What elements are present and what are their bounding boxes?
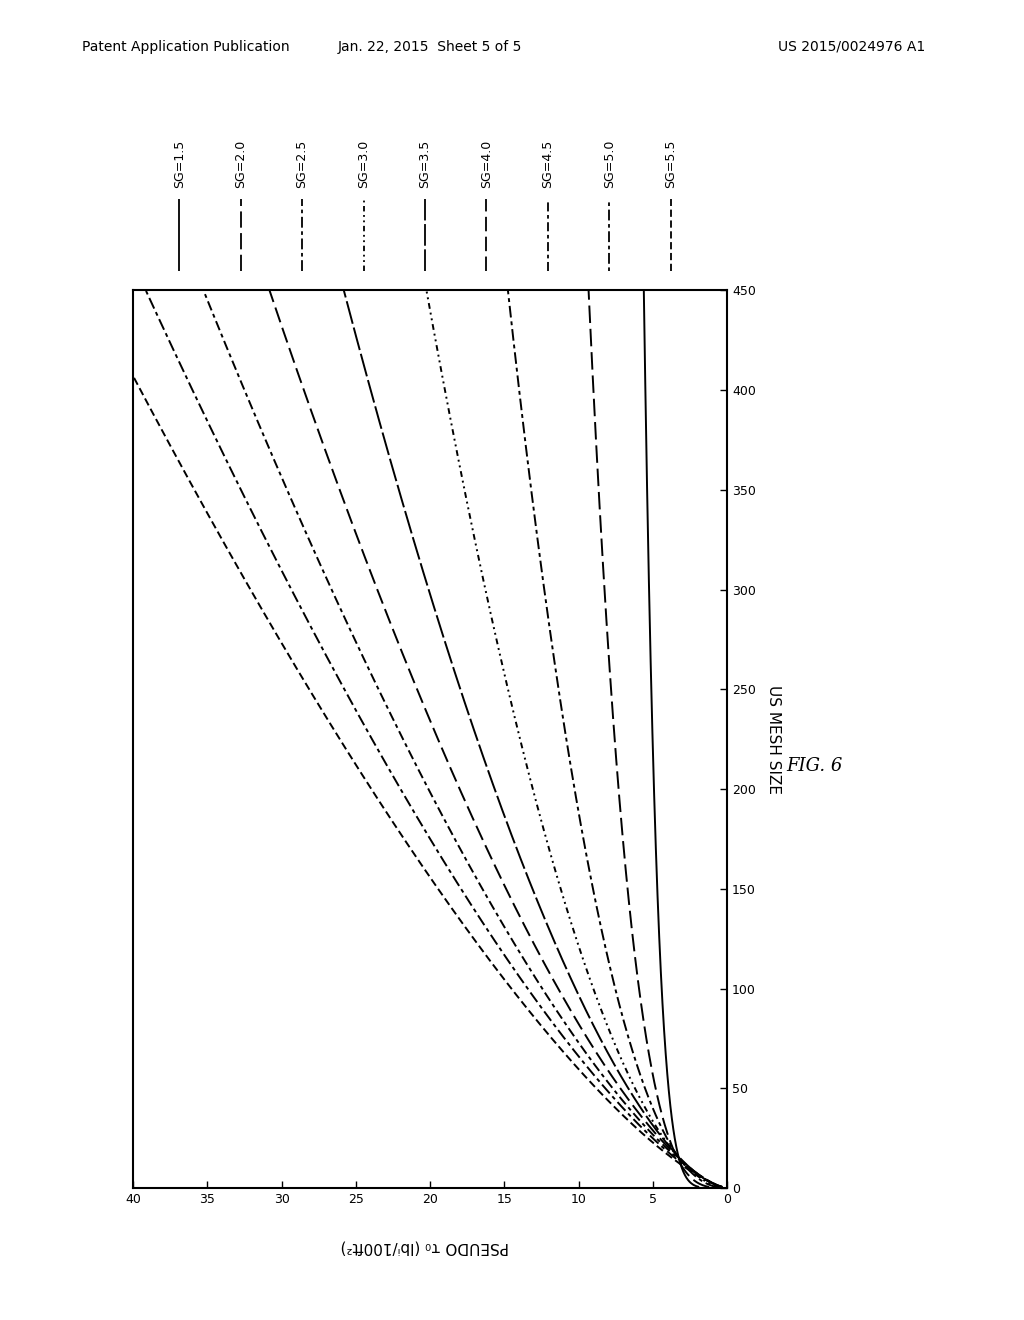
Text: SG=3.0: SG=3.0 (357, 140, 370, 189)
Text: SG=4.0: SG=4.0 (480, 140, 493, 189)
Text: SG=3.5: SG=3.5 (419, 140, 431, 189)
Text: PSEUDO τ₀ (lbⁱ/100ft²): PSEUDO τ₀ (lbⁱ/100ft²) (341, 1239, 509, 1255)
Text: SG=2.0: SG=2.0 (234, 140, 247, 189)
Text: SG=5.5: SG=5.5 (665, 140, 677, 189)
Text: SG=4.5: SG=4.5 (542, 140, 554, 189)
Text: SG=5.0: SG=5.0 (603, 140, 615, 189)
Text: SG=1.5: SG=1.5 (173, 140, 185, 189)
Y-axis label: US MESH SIZE: US MESH SIZE (766, 685, 780, 793)
Text: SG=2.5: SG=2.5 (296, 140, 308, 189)
Text: US 2015/0024976 A1: US 2015/0024976 A1 (778, 40, 926, 54)
Text: Jan. 22, 2015  Sheet 5 of 5: Jan. 22, 2015 Sheet 5 of 5 (338, 40, 522, 54)
Text: Patent Application Publication: Patent Application Publication (82, 40, 290, 54)
Text: FIG. 6: FIG. 6 (785, 756, 843, 775)
